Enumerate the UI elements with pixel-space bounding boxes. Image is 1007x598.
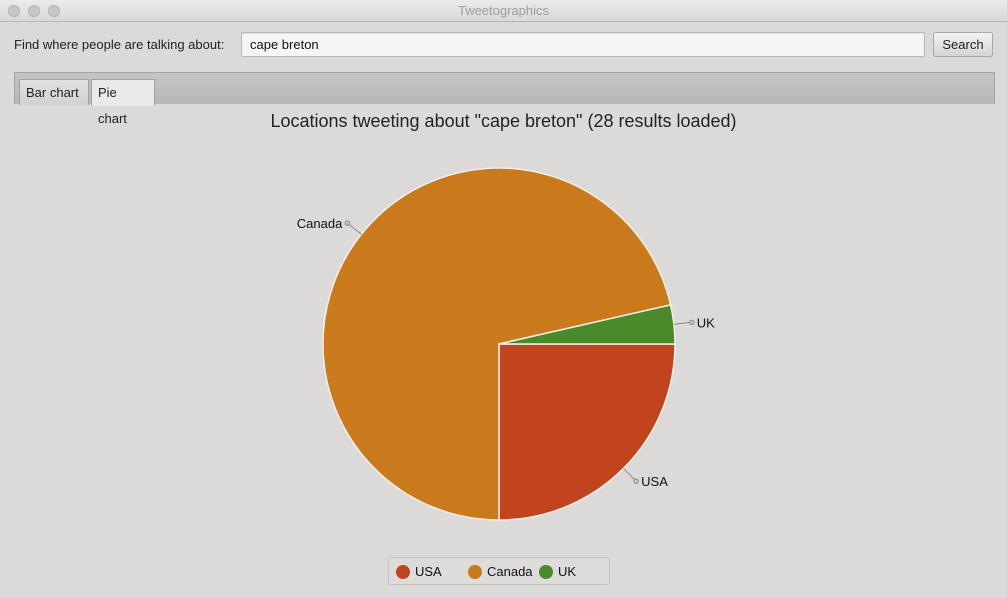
legend-label: UK xyxy=(558,564,577,579)
pie-leader-dot xyxy=(689,319,695,325)
legend-swatch-usa xyxy=(396,565,410,579)
pie-slice-label: USA xyxy=(641,474,668,489)
title-bar: Tweetographics xyxy=(0,0,1007,22)
minimize-window-button[interactable] xyxy=(28,5,40,17)
search-label: Find where people are talking about: xyxy=(14,37,225,52)
pie-leader-dot xyxy=(633,478,639,484)
chart-title: Locations tweeting about "cape breton" (… xyxy=(270,111,737,131)
legend-swatch-canada xyxy=(468,565,482,579)
chart-legend: USA Canada UK xyxy=(388,557,610,585)
pie-leader-dot xyxy=(344,220,351,226)
search-bar: Find where people are talking about: Sea… xyxy=(0,22,1007,70)
pie-chart: USA Canada UK xyxy=(297,167,715,521)
legend-swatch-uk xyxy=(539,565,553,579)
search-button[interactable]: Search xyxy=(933,32,993,57)
pie-leader-line xyxy=(347,222,362,235)
legend-label: Canada xyxy=(487,564,533,579)
search-input[interactable] xyxy=(241,32,925,57)
tab-pie-chart[interactable]: Pie chart xyxy=(91,79,155,126)
zoom-window-button[interactable] xyxy=(48,5,60,17)
window-title: Tweetographics xyxy=(457,3,550,18)
pie-slice-label: UK xyxy=(697,315,715,330)
pie-leader-line xyxy=(623,468,637,482)
tab-bar-chart[interactable]: Bar chart xyxy=(19,79,89,105)
legend-label: USA xyxy=(415,564,442,579)
pie-slice-label: Canada xyxy=(297,216,343,231)
tab-bar: Bar chart Pie chart xyxy=(14,72,995,126)
close-window-button[interactable] xyxy=(8,5,20,17)
pie-slice-uk xyxy=(498,303,676,345)
pie-leader-line xyxy=(673,321,692,325)
chart-panel: Locations tweeting about "cape breton" (… xyxy=(0,104,1007,598)
pie-slice-usa xyxy=(498,343,676,521)
